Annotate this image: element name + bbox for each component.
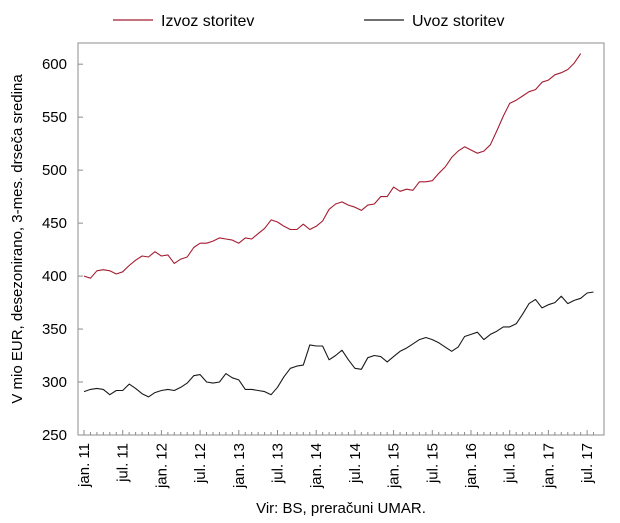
x-tick-label: jul. 16: [502, 443, 519, 484]
y-tick-label: 550: [42, 109, 67, 126]
legend-label: Izvoz storitev: [161, 13, 254, 30]
legend-label: Uvoz storitev: [412, 13, 504, 30]
series-line-izvoz: [83, 53, 582, 279]
y-axis: 250 300 350 400 450 500 550 600: [42, 56, 83, 444]
y-tick-label: 600: [42, 56, 67, 73]
series-layer: [83, 53, 594, 398]
x-tick-label: jan. 16: [463, 443, 480, 489]
y-tick-label: 300: [42, 374, 67, 391]
y-tick-label: 350: [42, 321, 67, 338]
x-tick-label: jul. 12: [192, 443, 209, 484]
plot-frame: [77, 42, 605, 436]
y-tick-label: 500: [42, 162, 67, 179]
y-tick-label: 450: [42, 215, 67, 232]
x-tick-label: jan. 17: [540, 443, 557, 489]
series-line-uvoz: [83, 291, 594, 398]
source-note: Vir: BS, preračuni UMAR.: [256, 500, 426, 517]
y-axis-title: V mio EUR, desezonirano, 3-mes. drseča s…: [9, 74, 26, 404]
y-tick-label: 250: [42, 427, 67, 444]
x-tick-label: jul. 17: [579, 443, 596, 484]
x-tick-label: jul. 15: [424, 443, 441, 484]
x-axis: jan. 11 jul. 11 jan. 12 jul. 12 jan. 13 jul. …: [76, 430, 596, 489]
x-tick-label: jul. 11: [115, 443, 132, 483]
x-tick-label: jan. 15: [386, 443, 403, 489]
legend: Izvoz storitev Uvoz storitev: [113, 13, 504, 30]
x-tick-label: jul. 13: [270, 443, 287, 484]
x-tick-label: jan. 14: [308, 443, 325, 489]
x-tick-label: jan. 13: [231, 443, 248, 489]
y-tick-label: 400: [42, 268, 67, 285]
x-tick-label: jan. 12: [153, 443, 170, 489]
x-tick-label: jul. 14: [347, 443, 364, 484]
x-tick-label: jan. 11: [76, 443, 93, 488]
